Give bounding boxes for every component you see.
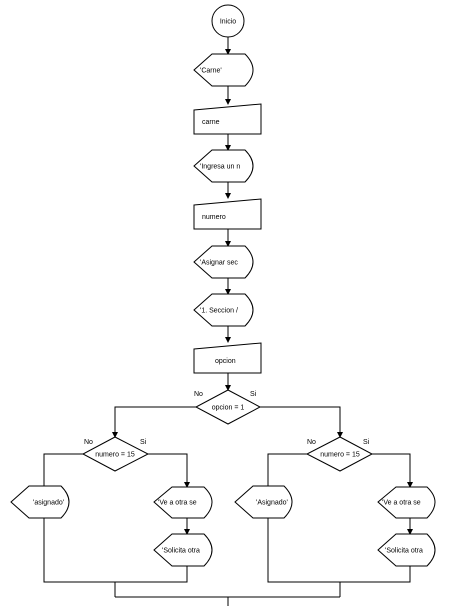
left-display-ve-a-otra: 'Ve a otra se: [153, 486, 213, 519]
svg-text:'1. Seccion /: '1. Seccion /: [200, 308, 238, 315]
svg-text:'Solicita otra: 'Solicita otra: [385, 548, 423, 555]
right-display-ve-a-otra: 'Ve a otra se: [377, 486, 436, 519]
svg-text:'Ve a otra se: 'Ve a otra se: [382, 500, 421, 507]
input-carne: carne: [193, 103, 262, 135]
display-ingresa: 'Ingresa un n: [193, 149, 254, 183]
svg-text:'Ingresa un n: 'Ingresa un n: [200, 164, 240, 171]
svg-text:opcion: opcion: [215, 358, 236, 365]
input-opcion: opcion: [193, 342, 262, 374]
display-asignar: 'Asignar sec: [193, 245, 254, 279]
left-display-asignado: 'asignado': [10, 485, 70, 519]
svg-text:numero = 15: numero = 15: [95, 452, 135, 459]
right-decision-yes-label: Si: [363, 439, 370, 446]
right-branch-connectors: [267, 453, 413, 583]
right-decision-numero: numero = 15 No Si: [305, 436, 374, 472]
left-display-solicita-otra: 'Solicita otra: [153, 533, 213, 567]
decision-opcion-yes-label: Si: [250, 391, 257, 398]
decision-opcion-no-label: No: [194, 391, 203, 398]
right-display-asignado: 'Asignado': [234, 485, 293, 519]
left-decision-yes-label: Si: [140, 439, 147, 446]
svg-text:Inicio: Inicio: [220, 19, 236, 26]
right-display-solicita-otra: 'Solicita otra: [377, 533, 436, 567]
svg-text:'Asignado': 'Asignado': [256, 500, 288, 507]
svg-text:'asignado': 'asignado': [33, 500, 64, 507]
input-numero: numero: [193, 198, 262, 230]
svg-text:'Asignar sec: 'Asignar sec: [200, 260, 238, 267]
svg-text:numero: numero: [202, 214, 226, 221]
left-decision-no-label: No: [84, 439, 93, 446]
opcion-branch-connectors: [112, 406, 343, 438]
svg-text:opcion = 1: opcion = 1: [212, 405, 245, 412]
decision-opcion: opcion = 1 No Si: [194, 389, 262, 425]
right-decision-no-label: No: [307, 439, 316, 446]
display-seccion: '1. Seccion /: [193, 293, 254, 327]
svg-text:numero = 15: numero = 15: [320, 452, 360, 459]
display-carne: 'Carne': [193, 53, 254, 87]
svg-text:'Ve a otra se: 'Ve a otra se: [158, 500, 197, 507]
start-node: Inicio: [211, 4, 245, 38]
left-decision-numero: numero = 15 No Si: [81, 436, 150, 472]
left-branch-connectors: [43, 453, 190, 583]
merge-connectors: [114, 582, 341, 606]
svg-text:'Solicita otra: 'Solicita otra: [162, 548, 200, 555]
svg-text:carne: carne: [202, 119, 220, 126]
svg-text:'Carne': 'Carne': [200, 68, 222, 75]
